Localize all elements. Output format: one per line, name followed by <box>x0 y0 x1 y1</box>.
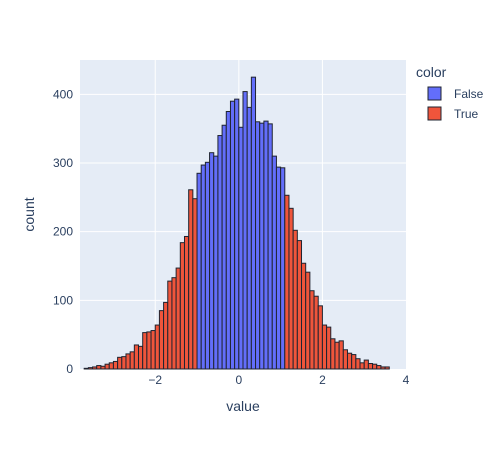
histogram-bar-true[interactable] <box>129 351 135 370</box>
legend-label-false[interactable]: False <box>454 87 484 101</box>
histogram-bar-true[interactable] <box>121 356 127 370</box>
histogram-bar-true[interactable] <box>363 359 369 370</box>
histogram-bar-false[interactable] <box>255 121 261 370</box>
histogram-bar-true[interactable] <box>158 310 165 370</box>
histogram-bar-false[interactable] <box>259 122 265 370</box>
histogram-bar-true[interactable] <box>138 345 144 370</box>
histogram-bar-true[interactable] <box>292 229 298 370</box>
histogram-bar-true[interactable] <box>171 277 177 370</box>
histogram-bar-false[interactable] <box>200 164 206 370</box>
histogram-bar-true[interactable] <box>146 331 152 370</box>
legend-title: color <box>416 64 447 80</box>
histogram-bars <box>83 76 390 370</box>
histogram-bar-true[interactable] <box>117 356 123 370</box>
histogram-bar-false[interactable] <box>238 126 244 370</box>
histogram-bar-true[interactable] <box>100 365 106 370</box>
histogram-bar-true[interactable] <box>321 324 328 370</box>
legend-swatch-true[interactable] <box>427 106 442 121</box>
histogram-bar-true[interactable] <box>183 235 190 370</box>
histogram-bar-false[interactable] <box>242 91 248 370</box>
histogram-bar-false[interactable] <box>280 167 286 370</box>
histogram-bar-true[interactable] <box>104 363 110 370</box>
histogram-bar-false[interactable] <box>204 161 211 370</box>
x-tick-label: 0 <box>235 373 242 387</box>
histogram-bar-true[interactable] <box>154 324 160 370</box>
histogram-bar-true[interactable] <box>92 366 98 370</box>
histogram-bar-true[interactable] <box>380 366 386 370</box>
x-tick-label: 4 <box>403 373 410 387</box>
histogram-bar-true[interactable] <box>355 358 361 370</box>
histogram-bar-true[interactable] <box>150 330 156 370</box>
histogram-bar-false[interactable] <box>246 106 252 370</box>
histogram-bar-false[interactable] <box>229 100 236 370</box>
histogram-bar-true[interactable] <box>326 326 332 370</box>
histogram-bar-false[interactable] <box>209 152 215 370</box>
histogram-bar-true[interactable] <box>367 363 374 370</box>
tick-labels: −2 0 2 4 0 100 200 300 400 <box>53 87 410 387</box>
histogram-bar-true[interactable] <box>296 240 303 370</box>
histogram-bar-true[interactable] <box>284 194 290 370</box>
histogram-bar-false[interactable] <box>275 166 282 370</box>
histogram-bar-true[interactable] <box>96 365 102 370</box>
histogram-bar-true[interactable] <box>334 341 340 370</box>
histogram-bar-true[interactable] <box>351 354 357 370</box>
y-tick-label: 100 <box>53 293 73 307</box>
x-tick-label: 2 <box>319 373 326 387</box>
x-axis-title: value <box>226 398 260 414</box>
histogram-bar-true[interactable] <box>313 295 319 370</box>
histogram-bar-true[interactable] <box>83 367 89 370</box>
histogram-bar-true[interactable] <box>167 280 173 370</box>
histogram-bar-false[interactable] <box>225 111 231 370</box>
y-axis-title: count <box>21 197 37 231</box>
histogram-bar-true[interactable] <box>372 363 378 370</box>
histogram-bar-true[interactable] <box>188 189 194 370</box>
histogram-bar-false[interactable] <box>221 124 227 370</box>
legend-label-true[interactable]: True <box>454 107 479 121</box>
histogram-bar-false[interactable] <box>213 155 219 370</box>
histogram-bar-true[interactable] <box>288 207 294 370</box>
histogram-bar-false[interactable] <box>196 172 202 370</box>
legend-swatch-false[interactable] <box>427 86 442 101</box>
histogram-bar-true[interactable] <box>330 338 336 370</box>
histogram-bar-true[interactable] <box>301 262 307 370</box>
histogram-bar-true[interactable] <box>338 340 344 370</box>
y-tick-label: 300 <box>53 156 73 170</box>
y-tick-label: 400 <box>53 87 73 101</box>
histogram-bar-true[interactable] <box>108 362 114 370</box>
histogram-bar-true[interactable] <box>125 353 131 370</box>
histogram-bar-false[interactable] <box>263 120 269 370</box>
x-tick-label: −2 <box>148 373 162 387</box>
histogram-bar-true[interactable] <box>346 352 353 370</box>
legend-item-false[interactable]: False <box>427 86 484 101</box>
histogram-bar-false[interactable] <box>267 123 273 370</box>
histogram-bar-true[interactable] <box>376 365 382 370</box>
y-tick-label: 200 <box>53 225 73 239</box>
histogram-bar-true[interactable] <box>342 349 348 370</box>
histogram-bar-false[interactable] <box>217 135 223 370</box>
histogram-bar-true[interactable] <box>359 362 365 370</box>
histogram-bar-true[interactable] <box>142 332 148 370</box>
histogram-bar-true[interactable] <box>305 271 311 370</box>
histogram-bar-true[interactable] <box>175 267 181 370</box>
y-tick-label: 0 <box>66 362 73 376</box>
histogram-bar-false[interactable] <box>250 76 257 370</box>
histogram-bar-true[interactable] <box>133 344 140 370</box>
histogram-bar-true[interactable] <box>192 198 198 370</box>
legend: color False True <box>416 64 484 121</box>
histogram-bar-true[interactable] <box>163 301 169 370</box>
histogram-bar-true[interactable] <box>309 290 315 370</box>
histogram-bar-false[interactable] <box>271 155 277 370</box>
histogram-bar-true[interactable] <box>384 366 390 370</box>
histogram-bar-true[interactable] <box>87 367 94 370</box>
histogram-bar-true[interactable] <box>317 305 323 370</box>
legend-item-true[interactable]: True <box>427 106 479 121</box>
histogram-bar-true[interactable] <box>112 360 119 370</box>
histogram-bar-true[interactable] <box>179 242 185 370</box>
histogram-bar-false[interactable] <box>234 98 240 370</box>
